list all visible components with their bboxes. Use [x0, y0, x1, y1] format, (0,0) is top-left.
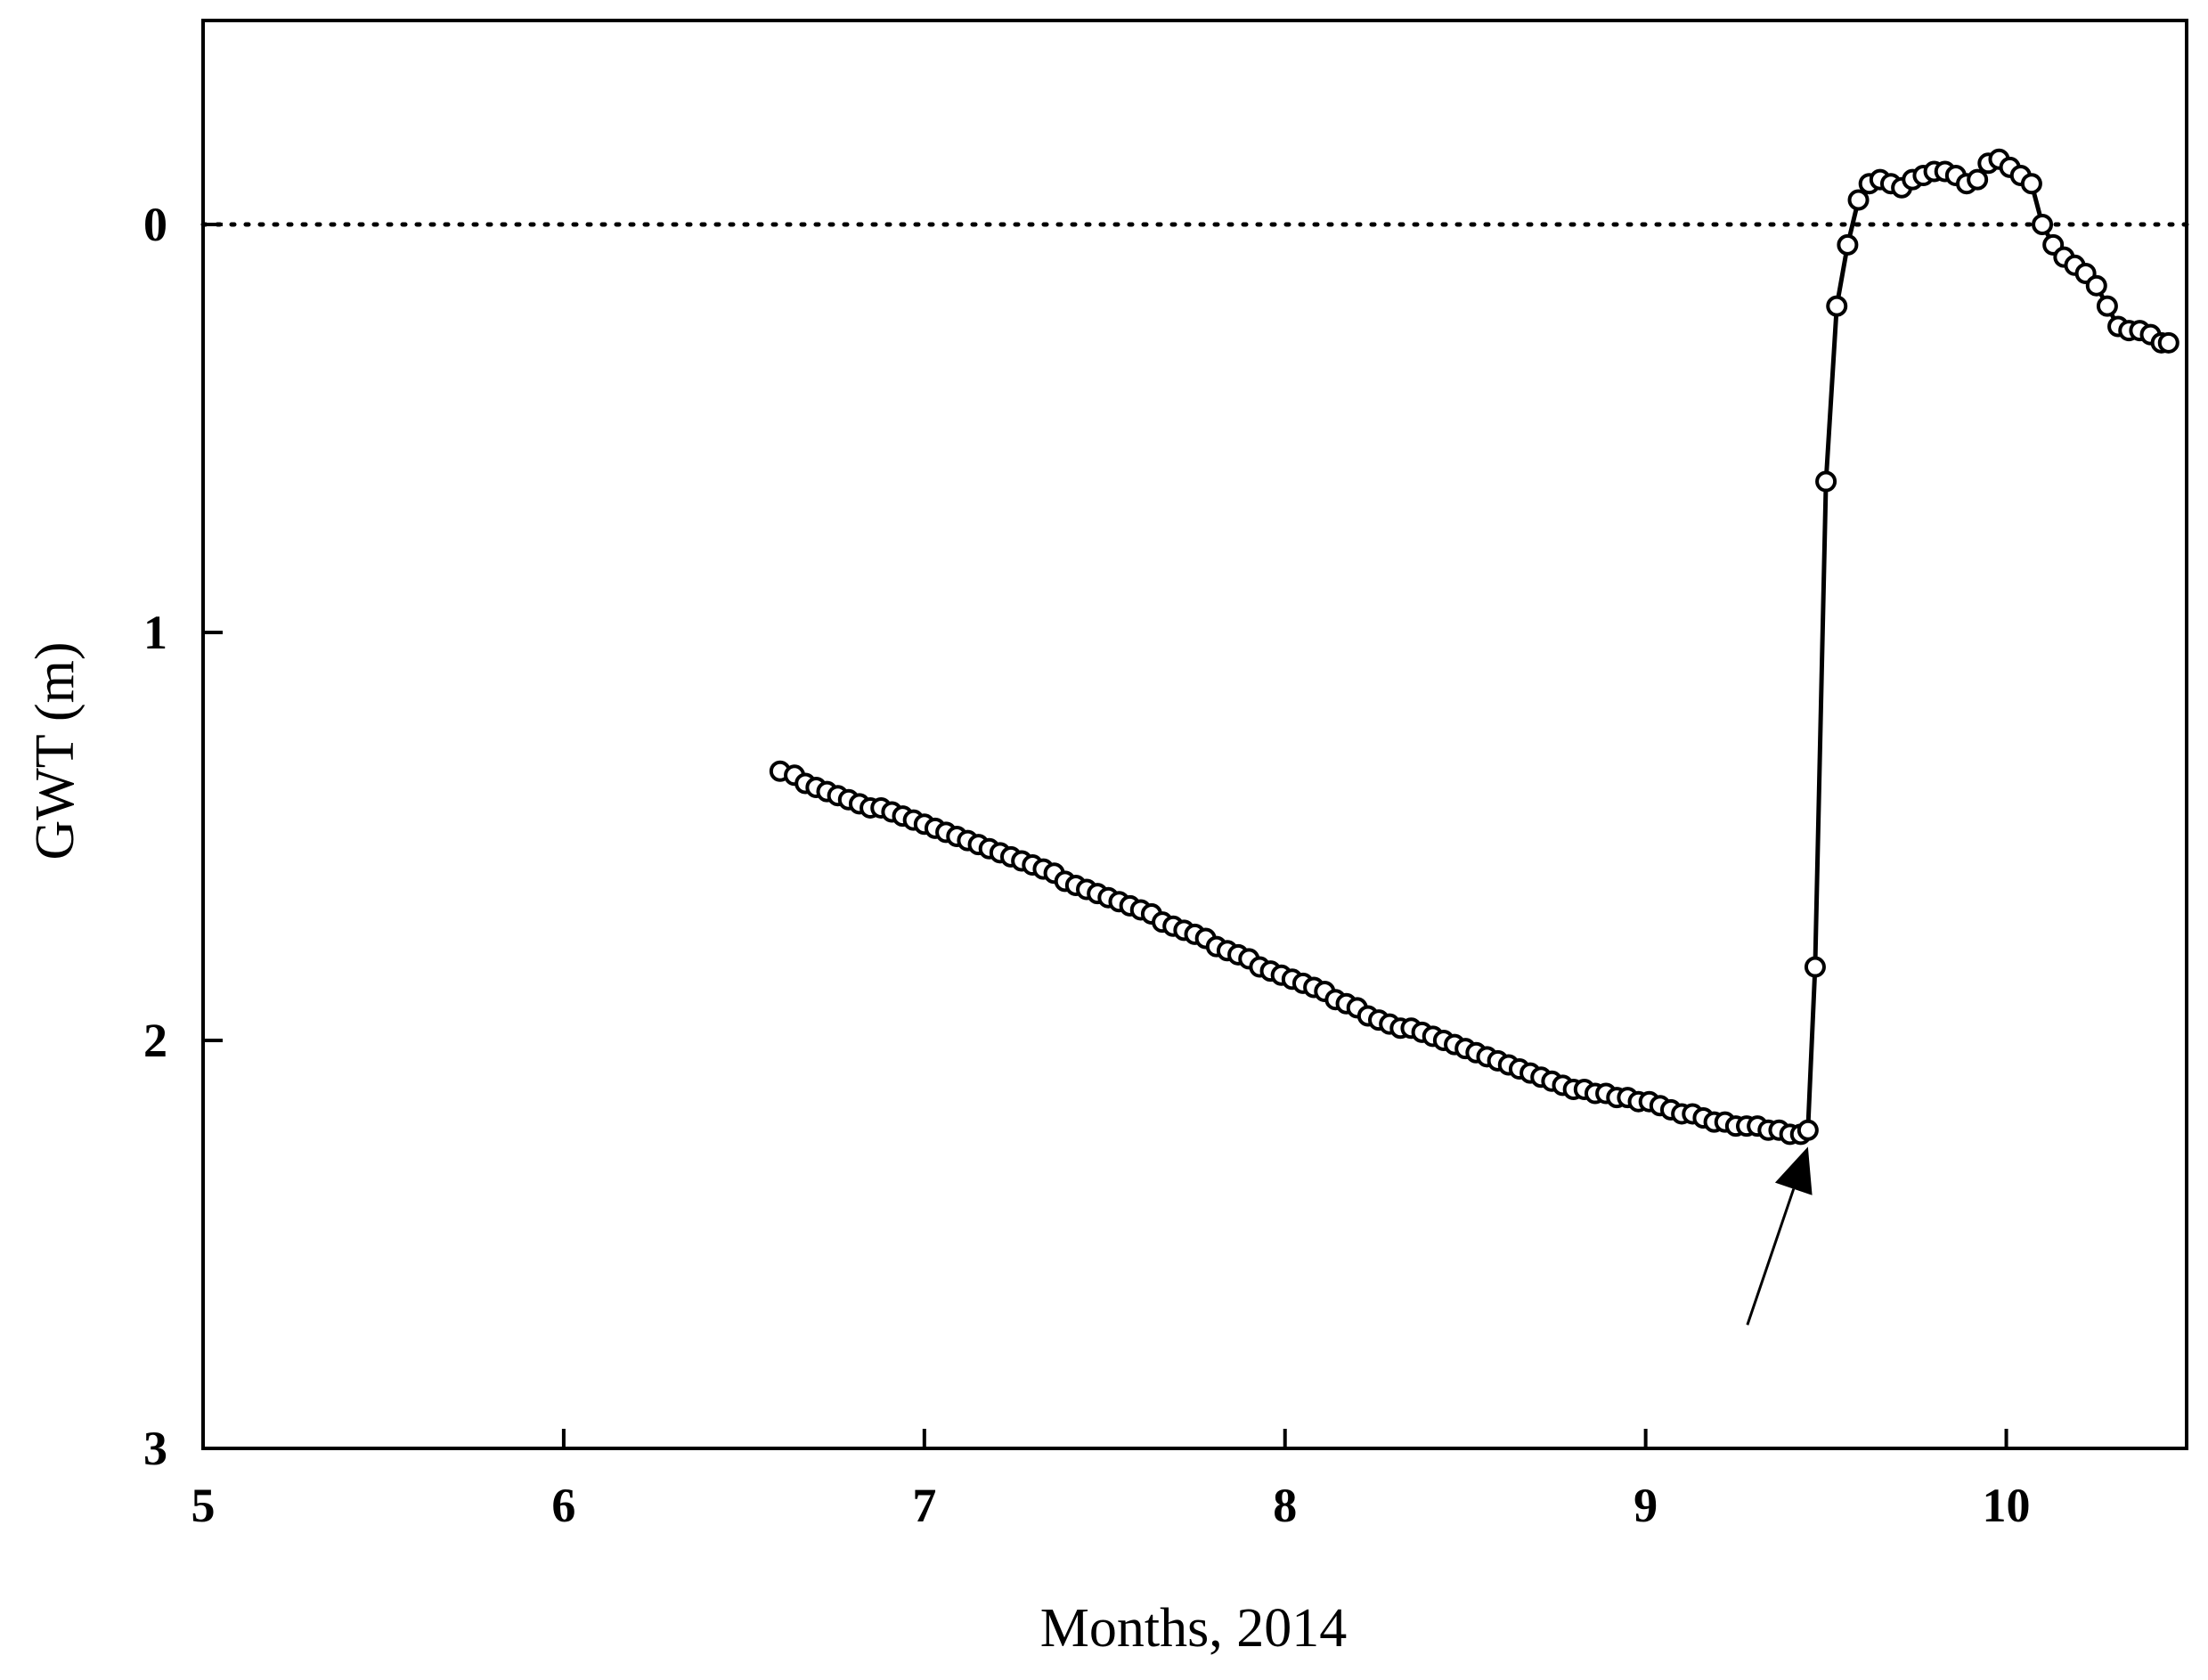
- data-point: [2032, 214, 2054, 235]
- data-point: [1826, 295, 1848, 317]
- x-tick-label: 7: [912, 1479, 936, 1532]
- x-tick-label: 9: [1634, 1479, 1658, 1532]
- annotation-arrow-head: [1774, 1146, 1813, 1195]
- y-tick-label: 2: [143, 1014, 167, 1067]
- y-tick-label: 0: [143, 198, 167, 251]
- x-tick-label: 8: [1273, 1479, 1297, 1532]
- data-point: [2020, 173, 2042, 195]
- data-point: [1847, 189, 1870, 211]
- y-tick-label: 1: [143, 606, 167, 659]
- data-point: [2085, 274, 2107, 297]
- x-tick-label: 6: [551, 1479, 575, 1532]
- series-line: [779, 157, 2169, 1137]
- annotation-arrow-shaft: [1746, 1188, 1796, 1325]
- x-axis-title: Months, 2014: [1040, 1598, 1347, 1659]
- data-point: [1804, 956, 1826, 978]
- data-point: [1815, 470, 1837, 493]
- data-point: [1967, 168, 1989, 191]
- data-point: [2096, 295, 2118, 317]
- data-point: [1797, 1119, 1819, 1141]
- x-tick-label: 5: [191, 1479, 216, 1532]
- data-point: [2157, 331, 2179, 354]
- plot-frame: [201, 19, 2188, 1450]
- plot-area: 5 6 7 8 9 10 0 1 2 3: [143, 19, 2189, 1532]
- x-tick-label: 10: [1983, 1479, 2031, 1532]
- data-point: [1837, 233, 1859, 256]
- y-axis-title: GWT (m): [25, 641, 86, 860]
- y-tick-label: 3: [143, 1422, 167, 1475]
